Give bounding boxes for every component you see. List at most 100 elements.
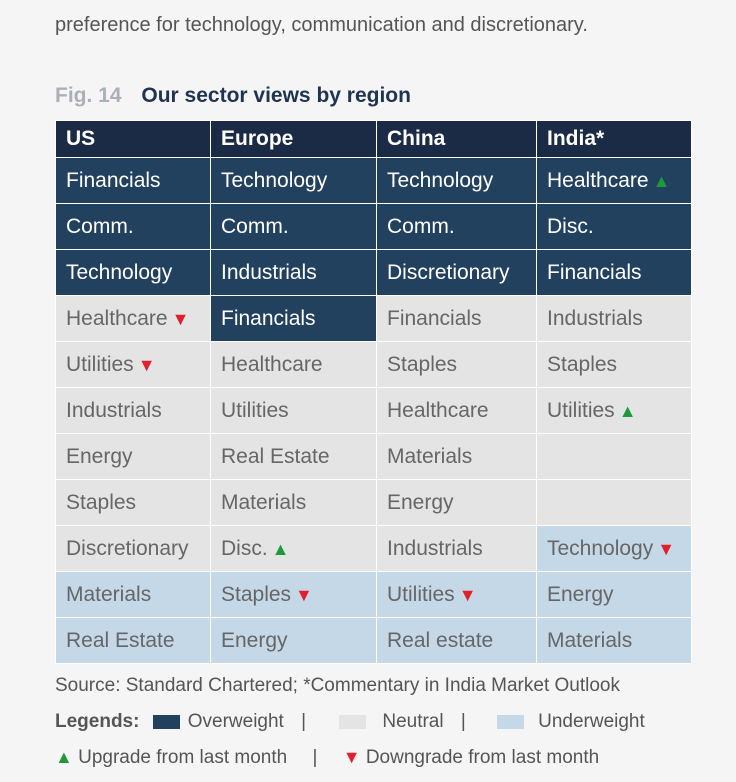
downgrade-arrow-icon: ▼ <box>342 747 361 767</box>
legend-overweight: Overweight <box>187 711 284 732</box>
cell-india: Healthcare ▲ <box>536 157 692 204</box>
downgrade-arrow-icon: ▼ <box>137 354 156 375</box>
cell-china: Materials <box>376 433 537 480</box>
intro-clipped-line <box>55 0 735 10</box>
sector-label: Disc. <box>221 536 268 560</box>
cell-india: Industrials <box>536 295 692 342</box>
cell-china: Comm. <box>376 203 537 250</box>
cell-us: Comm. <box>55 203 211 250</box>
cell-us: Utilities ▼ <box>55 341 211 388</box>
intro-line: preference for technology, communication… <box>55 14 588 36</box>
sector-label: Energy <box>547 582 614 606</box>
legend-row-1: Legends: Overweight | Neutral | Underwei… <box>55 711 645 733</box>
cell-us: Healthcare ▼ <box>55 295 211 342</box>
table-row: Healthcare ▼ Financials Financials Industria… <box>55 295 692 342</box>
underweight-swatch <box>497 714 525 729</box>
legend-separator: | <box>312 747 318 768</box>
cell-china: Discretionary <box>376 249 537 296</box>
sector-label: Industrials <box>66 398 162 422</box>
cell-europe: Industrials <box>210 249 377 296</box>
upgrade-arrow-icon: ▲ <box>271 538 290 559</box>
sector-label: Industrials <box>387 536 483 560</box>
cell-us: Industrials <box>55 387 211 434</box>
legend-underweight: Underweight <box>538 711 645 732</box>
cell-china: Staples <box>376 341 537 388</box>
figure-name: Our sector views by region <box>141 84 411 107</box>
table-row: Technology Industrials Discretionary Financ… <box>55 249 692 296</box>
sector-label: Comm. <box>387 214 455 238</box>
sector-label: Materials <box>547 628 633 652</box>
sector-label: Staples <box>66 490 137 514</box>
legend-neutral: Neutral <box>382 711 444 732</box>
sector-label: Healthcare <box>387 398 489 422</box>
source-note: Source: Standard Chartered; *Commentary … <box>55 675 620 696</box>
sector-label: Materials <box>66 582 152 606</box>
sector-label: Real Estate <box>221 444 330 468</box>
upgrade-arrow-icon: ▲ <box>55 747 73 767</box>
sector-label: Discretionary <box>387 260 510 284</box>
legend-separator: | <box>301 711 307 732</box>
sector-label: Utilities <box>387 582 455 606</box>
sector-label: Healthcare <box>547 168 649 192</box>
table-row: Industrials Utilities Healthcare Utilities ▲ <box>55 387 692 434</box>
sector-label: Materials <box>221 490 307 514</box>
cell-europe: Real Estate <box>210 433 377 480</box>
sector-label: Healthcare <box>221 352 323 376</box>
sector-label: Energy <box>387 490 454 514</box>
cell-europe: Technology <box>210 157 377 204</box>
sector-label: Industrials <box>221 260 317 284</box>
sector-views-table: US Europe China India* Financials Technol… <box>55 120 692 664</box>
sector-label: Financials <box>221 306 316 330</box>
overweight-swatch <box>152 714 180 729</box>
header-india: India* <box>536 120 692 158</box>
cell-china: Healthcare <box>376 387 537 434</box>
sector-label: Financials <box>387 306 482 330</box>
sector-label: Utilities <box>547 398 615 422</box>
cell-europe: Energy <box>210 617 377 664</box>
cell-europe: Utilities <box>210 387 377 434</box>
sector-label: Utilities <box>221 398 289 422</box>
table-row: Staples Materials Energy <box>55 479 692 526</box>
neutral-swatch <box>339 714 367 729</box>
sector-label: Staples <box>387 352 458 376</box>
legend-row-2: ▲ Upgrade from last month | ▼ Downgrade … <box>55 746 599 769</box>
cell-china: Real estate <box>376 617 537 664</box>
cell-china: Energy <box>376 479 537 526</box>
cell-us: Financials <box>55 157 211 204</box>
sector-label: Financials <box>66 168 161 192</box>
cell-india: Financials <box>536 249 692 296</box>
legend-downgrade: Downgrade from last month <box>365 747 600 768</box>
cell-us: Materials <box>55 571 211 618</box>
table-row: Utilities ▼ Healthcare Staples Staples <box>55 341 692 388</box>
cell-india: Materials <box>536 617 692 664</box>
figure-number: Fig. 14 <box>55 84 122 107</box>
cell-china: Technology <box>376 157 537 204</box>
downgrade-arrow-icon: ▼ <box>458 584 477 605</box>
downgrade-arrow-icon: ▼ <box>171 308 190 329</box>
table-row: Materials Staples ▼ Utilities ▼ Energy <box>55 571 692 618</box>
downgrade-arrow-icon: ▼ <box>657 538 676 559</box>
sector-label: Utilities <box>66 352 134 376</box>
cell-us: Staples <box>55 479 211 526</box>
cell-china: Financials <box>376 295 537 342</box>
sector-label: Materials <box>387 444 473 468</box>
sector-label: Discretionary <box>66 536 189 560</box>
sector-label: Energy <box>221 628 288 652</box>
cell-us: Real Estate <box>55 617 211 664</box>
legend-upgrade: Upgrade from last month <box>78 747 288 768</box>
sector-label: Industrials <box>547 306 643 330</box>
cell-india <box>536 433 692 480</box>
cell-us: Technology <box>55 249 211 296</box>
downgrade-arrow-icon: ▼ <box>295 584 313 605</box>
table-row: Comm. Comm. Comm. Disc. <box>55 203 692 250</box>
header-europe: Europe <box>210 120 377 158</box>
cell-india: Disc. <box>536 203 692 250</box>
table-body: Financials Technology Technology Healthcare… <box>55 157 692 664</box>
cell-india: Energy <box>536 571 692 618</box>
intro-text: preference for technology, communication… <box>55 0 735 40</box>
sector-label: Technology <box>547 536 654 560</box>
cell-europe: Materials <box>210 479 377 526</box>
cell-us: Energy <box>55 433 211 480</box>
table-row: Real Estate Energy Real estate Materials <box>55 617 692 664</box>
legend-label: Legends: <box>55 711 140 732</box>
